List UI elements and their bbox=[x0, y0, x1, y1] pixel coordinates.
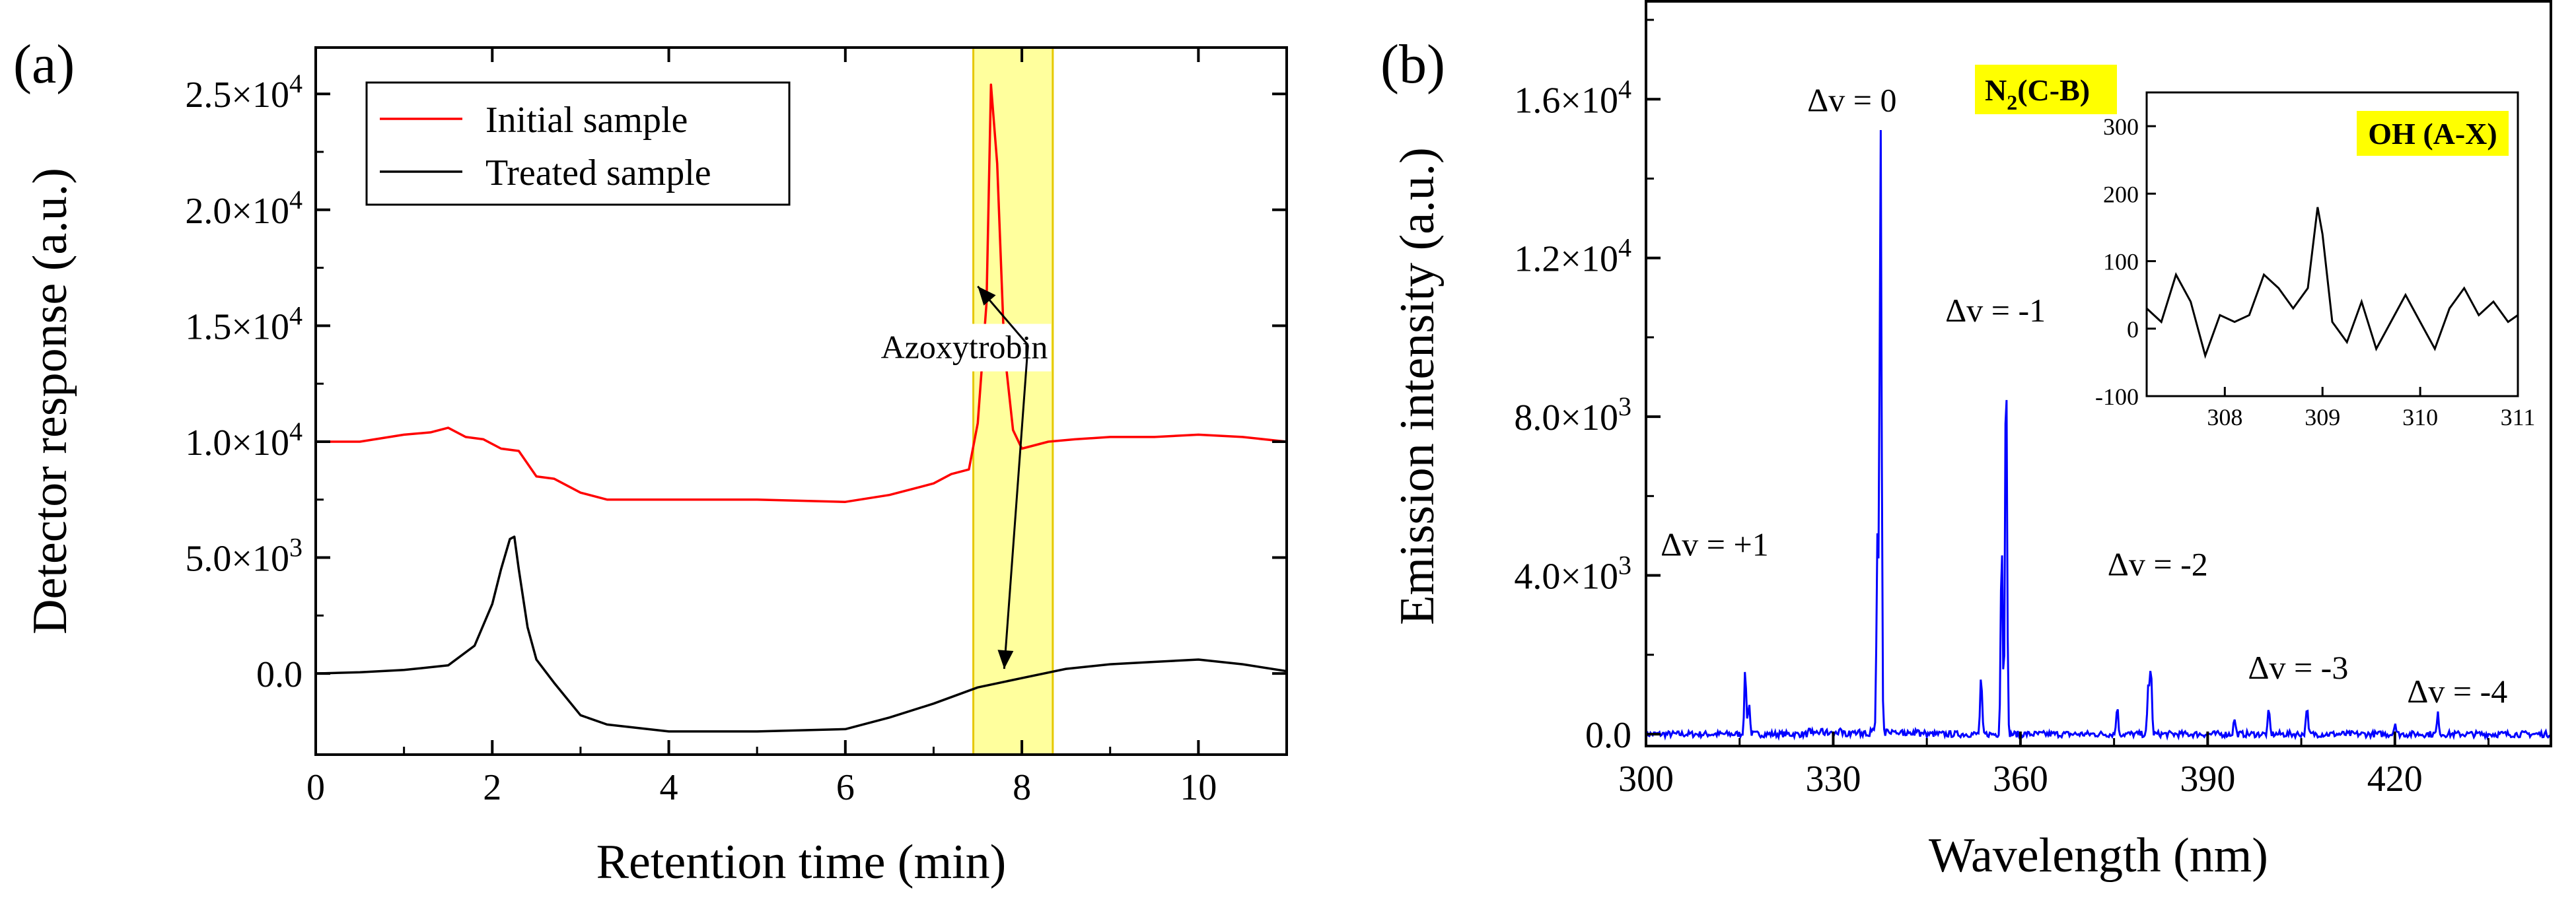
panel-a-label: (a) bbox=[13, 34, 75, 95]
panel-a-chart: (a) 0 2 4 6 8 10 0.0 5.0×103 1.0×104 1.5×104 2.0×1… bbox=[13, 34, 1288, 889]
legend-label: Treated sample bbox=[485, 153, 711, 193]
legend-box bbox=[365, 81, 791, 206]
y-tick-label: 4.0×103 bbox=[1514, 551, 1631, 597]
legend: Initial sample Treated sample bbox=[365, 81, 791, 206]
x-tick-label: 390 bbox=[2180, 759, 2235, 800]
band-label: Δv = +1 bbox=[1661, 526, 1769, 563]
annotation-arrow-head bbox=[997, 650, 1014, 669]
x-tick-label: 360 bbox=[1993, 759, 2048, 800]
x-tick-label: 10 bbox=[1180, 767, 1217, 808]
inset-series-oh bbox=[2145, 207, 2519, 359]
annotation-bg bbox=[806, 324, 1052, 372]
y-tick-label: 1.6×104 bbox=[1514, 74, 1631, 121]
badge-n2-background bbox=[1975, 65, 2117, 114]
inset-y-tick-label: 100 bbox=[2103, 249, 2139, 275]
inset-y-tick-label: -100 bbox=[2095, 384, 2139, 410]
series-initial-sample bbox=[316, 83, 1287, 503]
annotation-label: Azoxytrobin bbox=[881, 329, 1048, 366]
inset-y-tick-label: 300 bbox=[2103, 114, 2139, 140]
x-tick-label: 420 bbox=[2367, 759, 2423, 800]
y-tick-label: 0.0 bbox=[1585, 715, 1631, 756]
y-axis-title: Detector response (a.u.) bbox=[23, 168, 77, 634]
y-tick-label: 1.5×104 bbox=[185, 300, 303, 347]
annotation-arrow-head bbox=[978, 286, 996, 306]
inset-y-tick-label: 0 bbox=[2127, 316, 2139, 343]
band-label: Δv = -2 bbox=[2108, 546, 2208, 583]
badge-oh-label: OH (A-X) bbox=[2368, 117, 2497, 151]
band-label: Δv = 0 bbox=[1807, 81, 1896, 118]
series-treated-sample bbox=[315, 535, 1287, 733]
y-tick-label: 8.0×103 bbox=[1514, 392, 1631, 438]
x-axis-title: Retention time (min) bbox=[596, 835, 1007, 889]
inset-x-tick-label: 310 bbox=[2402, 404, 2438, 430]
y-tick-label: 5.0×103 bbox=[185, 533, 303, 580]
inset-y-tick-label: 200 bbox=[2103, 181, 2139, 207]
y-tick-label: 2.5×104 bbox=[185, 69, 303, 116]
x-axis-title: Wavelength (nm) bbox=[1929, 829, 2268, 883]
band-label: Δv = -1 bbox=[1945, 292, 2046, 329]
badge-n2-label: N2(C-B) bbox=[1985, 73, 2090, 114]
y-tick-label: 1.0×104 bbox=[185, 417, 303, 463]
x-tick-label: 2 bbox=[483, 767, 501, 808]
y-tick-label: 1.2×104 bbox=[1514, 233, 1631, 280]
y-tick-label: 0.0 bbox=[256, 654, 303, 695]
x-tick-label: 6 bbox=[836, 767, 855, 808]
inset-x-tick-label: 309 bbox=[2305, 404, 2340, 430]
inset-x-tick-label: 311 bbox=[2501, 404, 2536, 430]
panel-b-chart: (b) 300 330 360 390 420 0.0 4.0×103 8.0×103 1.2×… bbox=[1380, 0, 2552, 883]
x-tick-label: 0 bbox=[306, 767, 325, 808]
x-tick-label: 8 bbox=[1013, 767, 1031, 808]
x-tick-label: 300 bbox=[1618, 759, 1674, 800]
y-axis-title: Emission intensity (a.u.) bbox=[1390, 147, 1445, 625]
band-label: Δv = -3 bbox=[2248, 649, 2348, 686]
x-tick-label: 4 bbox=[660, 767, 678, 808]
inset-x-tick-label: 308 bbox=[2207, 404, 2242, 430]
highlight-band bbox=[972, 46, 1054, 756]
inset-chart: 308 309 310 311 -100 0 100 200 300 OH (A-X) bbox=[2095, 91, 2536, 430]
plot-frame bbox=[314, 46, 1288, 756]
annotation-arrow-line bbox=[1003, 345, 1029, 669]
series-emission-spectrum bbox=[1645, 129, 2552, 741]
legend-label: Initial sample bbox=[485, 100, 688, 141]
y-tick-label: 2.0×104 bbox=[185, 185, 303, 232]
badge-oh-background bbox=[2357, 111, 2509, 156]
panel-b-label: (b) bbox=[1380, 34, 1445, 95]
band-label: Δv = -4 bbox=[2407, 673, 2507, 710]
plot-frame bbox=[1645, 0, 2552, 747]
x-tick-label: 330 bbox=[1805, 759, 1861, 800]
